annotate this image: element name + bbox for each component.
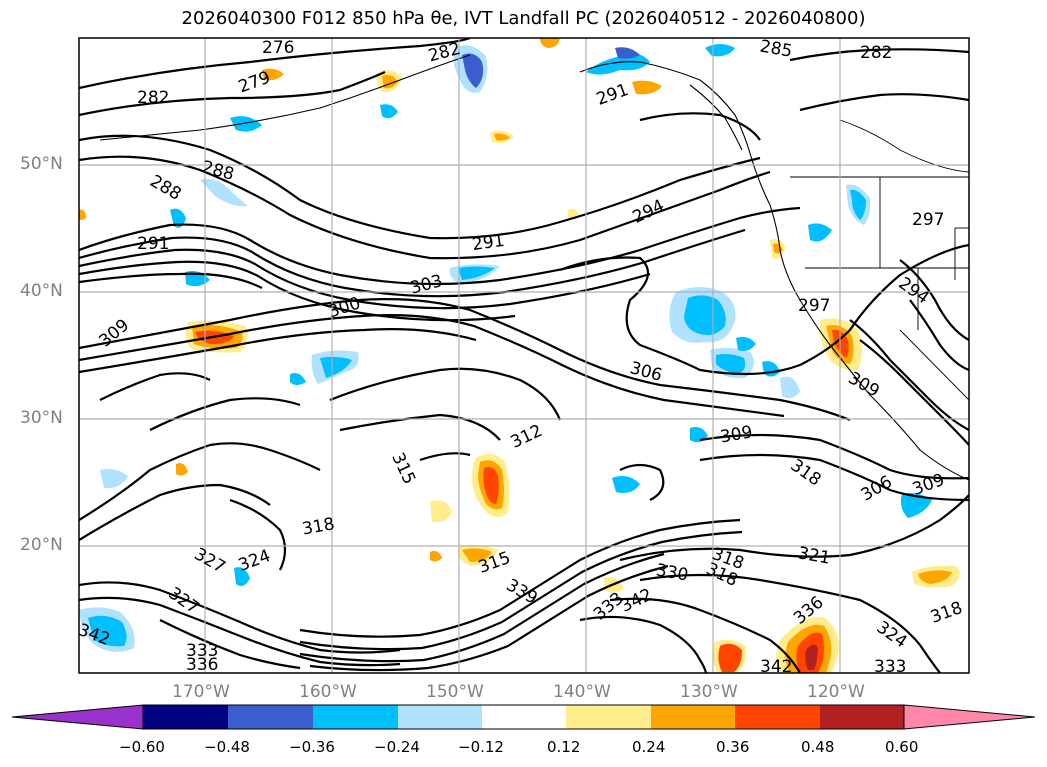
negative-anomaly-patch [716, 354, 746, 374]
lon-label: 130°W [680, 682, 738, 702]
negative-anomaly-patch [230, 116, 262, 132]
colorbar-tick-label: −0.36 [289, 738, 335, 756]
contour-label: 297 [912, 210, 944, 230]
colorbar-bin [398, 705, 482, 729]
negative-anomaly-patch [462, 53, 484, 88]
lat-label: 50°N [20, 154, 63, 174]
lat-label: 20°N [20, 535, 63, 555]
lat-label: 40°N [20, 281, 63, 301]
negative-anomaly-patch [612, 476, 640, 493]
colorbar-tick-label: −0.60 [119, 738, 165, 756]
negative-anomaly-patch [684, 295, 726, 335]
positive-anomaly-patch [483, 467, 499, 504]
negative-anomaly-patch [234, 567, 250, 586]
negative-anomaly-patch [458, 266, 495, 280]
negative-anomaly-patch [320, 356, 352, 378]
gridlines [79, 38, 969, 673]
negative-anomaly-patch [290, 373, 306, 385]
positive-anomaly-patch [540, 38, 560, 48]
positive-anomaly-patch [462, 548, 492, 562]
negative-anomaly-patch [100, 468, 128, 489]
negative-anomaly-patch [380, 104, 398, 119]
contour-label: 285 [758, 37, 793, 62]
positive-anomaly-patch [632, 80, 662, 95]
contour-label: 333 [186, 641, 218, 661]
negative-anomaly-patch [170, 208, 186, 228]
colorbar-outline [142, 704, 905, 730]
positive-anomaly-patch [718, 643, 742, 672]
negative-anomaly-patch [615, 47, 640, 59]
colorbar-bin [651, 705, 735, 729]
colorbar-bin [228, 705, 313, 729]
contour-label: 297 [798, 296, 830, 316]
colorbar-bin [482, 705, 566, 729]
colorbar-tick-label: 0.12 [547, 738, 581, 756]
positive-anomaly-patch [430, 550, 442, 562]
theta-e-contours [79, 38, 969, 673]
positive-anomaly-patch [494, 133, 510, 141]
negative-anomaly-patch [900, 492, 932, 518]
positive-anomaly-patch [430, 500, 452, 523]
colorbar-bin [143, 705, 228, 729]
colorbar-tick-label: 0.36 [716, 738, 750, 756]
contour-label: 291 [471, 231, 506, 255]
colorbar-tick-label: −0.24 [374, 738, 420, 756]
colorbar-tick-label: 0.48 [801, 738, 835, 756]
positive-anomaly-patch [918, 570, 952, 584]
colorbar-bin [313, 705, 398, 729]
colorbar [11, 704, 1036, 730]
lon-label: 140°W [553, 682, 611, 702]
map-panel: 276 279 282 282 285 282 291 288 288 291 … [79, 37, 969, 677]
coastlines [99, 54, 969, 481]
negative-anomaly-patch [736, 336, 756, 352]
colorbar-tick-label: −0.48 [204, 738, 250, 756]
map-frame [78, 37, 970, 674]
colorbar-tick-label: 0.24 [632, 738, 666, 756]
positive-anomaly-patch [79, 209, 86, 220]
colorbar-bin [735, 705, 820, 729]
lon-label: 170°W [172, 682, 230, 702]
contour-label: 342 [760, 657, 792, 677]
negative-anomaly-patch [88, 615, 127, 647]
colorbar-bin [820, 705, 904, 729]
negative-anomaly-patch [808, 223, 832, 242]
colorbar-extend-low [11, 704, 144, 730]
negative-anomaly-patch [780, 376, 800, 399]
lon-label: 120°W [807, 682, 865, 702]
colorbar-extend-high [903, 704, 1036, 730]
positive-anomaly-patch [176, 463, 188, 476]
contour-label: 276 [262, 38, 294, 58]
positive-anomaly-patch [262, 68, 284, 81]
colorbar-tick-label: 0.60 [885, 738, 919, 756]
contour-label: 282 [137, 88, 169, 108]
negative-anomaly-patch [586, 53, 650, 75]
contour-label: 291 [137, 234, 169, 254]
figure-title: 2026040300 F012 850 hPa θe, IVT Landfall… [181, 8, 866, 29]
negative-anomaly-patch [850, 189, 866, 220]
negative-anomaly-patch [200, 179, 248, 207]
contour-label: 282 [860, 43, 892, 63]
state-borders [790, 119, 969, 401]
positive-anomaly-patch [805, 644, 818, 670]
lat-label: 30°N [20, 408, 63, 428]
lon-label: 160°W [299, 682, 357, 702]
lon-label: 150°W [426, 682, 484, 702]
colorbar-bin [566, 705, 651, 729]
contour-label: 333 [874, 657, 906, 677]
colorbar-tick-label: −0.12 [458, 738, 504, 756]
contour-label: 336 [186, 655, 218, 675]
